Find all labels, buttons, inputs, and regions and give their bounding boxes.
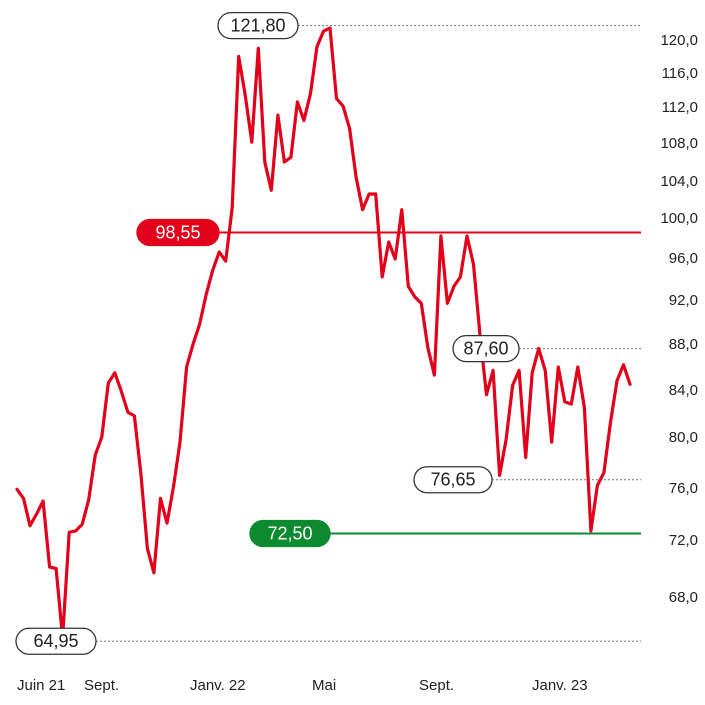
y-tick-label: 104,0 (660, 173, 698, 190)
value-pill (249, 519, 331, 548)
x-tick-label: Juin 21 (17, 677, 65, 694)
y-tick-label: 100,0 (660, 210, 698, 227)
value-pill-label: 121,80 (230, 16, 285, 36)
price-line (15, 26, 632, 640)
value-pill (136, 218, 220, 247)
value-annotations: 121,80 98,55 87,60 76,65 72,50 64,95 (15, 11, 520, 655)
y-tick-label: 120,0 (660, 32, 698, 49)
x-tick-label: Janv. 22 (190, 677, 246, 694)
y-tick-label: 68,0 (669, 589, 698, 606)
price-series (15, 26, 632, 640)
y-tick-label: 88,0 (669, 336, 698, 353)
value-pill (413, 466, 493, 494)
y-tick-label: 80,0 (669, 429, 698, 446)
y-tick-label: 108,0 (660, 135, 698, 152)
value-pill (217, 11, 299, 40)
x-tick-label: Sept. (419, 677, 454, 694)
y-tick-label: 72,0 (669, 532, 698, 549)
y-tick-label: 92,0 (669, 292, 698, 309)
y-tick-label: 96,0 (669, 250, 698, 267)
y-axis-tick-labels: 120,0 116,0 112,0 108,0 104,0 100,0 96,0 92,0 88… (660, 32, 698, 606)
y-tick-label: 76,0 (669, 480, 698, 497)
y-tick-label: 116,0 (662, 65, 698, 82)
y-tick-label: 84,0 (669, 382, 698, 399)
value-pill-label: 98,55 (155, 223, 200, 243)
x-axis-tick-labels: Juin 21 Sept. Janv. 22 Mai Sept. Janv. 23 (17, 677, 588, 694)
x-tick-label: Janv. 23 (532, 677, 588, 694)
value-pill-label: 76,65 (430, 470, 475, 490)
value-pill (452, 334, 520, 363)
value-pill-label: 87,60 (463, 339, 508, 359)
reference-lines (96, 25, 641, 642)
x-tick-label: Mai (312, 677, 336, 694)
value-pill-label: 72,50 (267, 524, 312, 544)
y-tick-label: 112,0 (662, 99, 698, 116)
value-pill-label: 64,95 (33, 631, 78, 651)
value-pill (15, 627, 97, 655)
x-tick-label: Sept. (84, 677, 119, 694)
